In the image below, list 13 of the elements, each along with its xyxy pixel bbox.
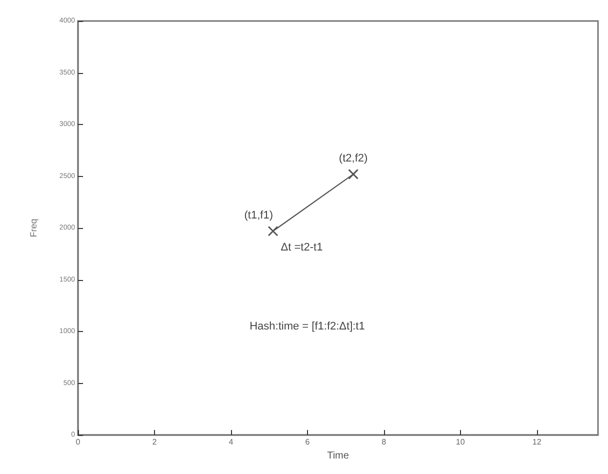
x-tick-label: 2 [152,438,158,446]
x-tick-label: 12 [532,438,542,446]
x-tick-label: 8 [382,438,387,446]
x-tick-label: 10 [456,438,466,446]
y-axis-title: Freq [28,218,38,238]
annotation: (t2,f2) [338,152,368,165]
x-tick-label: 0 [76,438,81,446]
annotation: (t1,f1) [244,210,273,222]
annotation: Hash:time = [f1:f2:Δt]:t1 [250,320,365,333]
x-axis-title: Time [327,450,350,462]
x-tick-label: 4 [228,438,234,446]
x-tick-label: 6 [305,438,310,446]
annotation: Δt =t2-t1 [280,242,323,254]
